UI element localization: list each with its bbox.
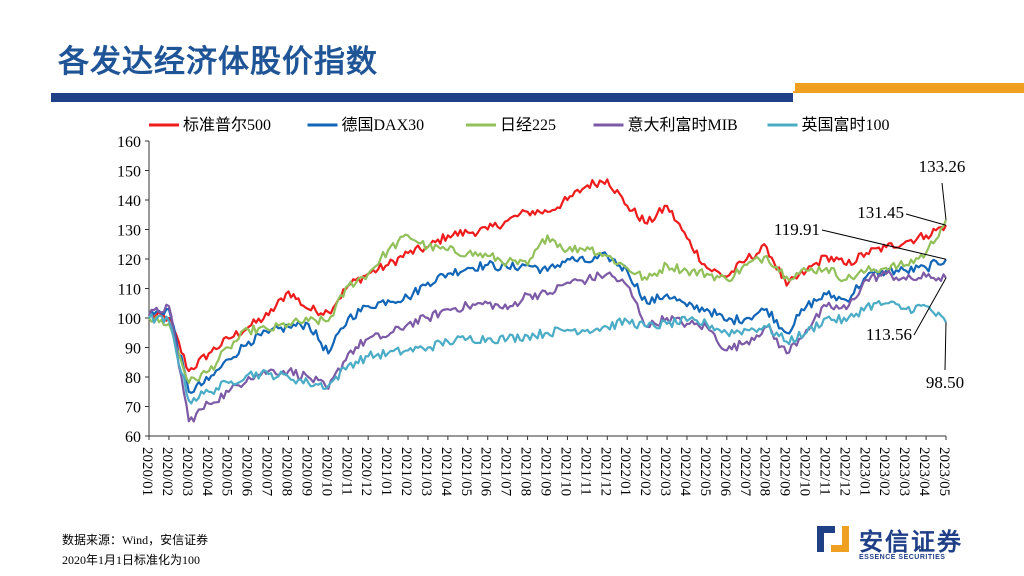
series-line-1 — [148, 251, 947, 394]
y-tick-label: 140 — [117, 193, 141, 210]
x-tick-label: 2022/10 — [797, 447, 813, 496]
legend-label: 意大利富时MIB — [628, 115, 738, 134]
logo-text-en: ESSENCE SECURITIES — [859, 554, 946, 561]
company-logo: 安信证券 ESSENCE SECURITIES — [815, 522, 995, 566]
end-label-leader — [905, 213, 947, 226]
end-value-label: 131.45 — [857, 203, 904, 222]
end-value-label: 119.91 — [774, 220, 820, 239]
logo-text-cn: 安信证券 — [859, 528, 963, 556]
x-tick-label: 2022/12 — [836, 447, 852, 496]
base-note: 2020年1月1日标准化为100 — [62, 553, 201, 567]
x-tick-label: 2021/03 — [418, 447, 434, 496]
end-label-leader — [913, 277, 947, 336]
x-tick-label: 2023/02 — [876, 447, 892, 496]
y-tick-label: 120 — [117, 252, 141, 269]
y-tick-label: 100 — [117, 311, 141, 328]
legend-label: 标准普尔500 — [183, 116, 271, 134]
x-tick-label: 2020/03 — [179, 447, 195, 496]
y-tick-label: 130 — [117, 223, 141, 240]
y-tick-label: 60 — [125, 429, 141, 446]
series-line-0 — [148, 178, 947, 373]
x-tick-label: 2023/01 — [856, 447, 872, 496]
y-tick-label: 160 — [117, 134, 141, 151]
x-tick-label: 2022/05 — [697, 447, 713, 496]
logo-mark-icon — [817, 526, 849, 552]
legend-label: 德国DAX30 — [342, 116, 425, 134]
x-tick-label: 2022/04 — [677, 447, 693, 497]
x-tick-label: 2022/06 — [717, 447, 733, 497]
end-value-label: 133.26 — [919, 157, 966, 176]
x-tick-label: 2020/11 — [338, 447, 354, 496]
legend-label: 英国富时100 — [802, 116, 890, 134]
x-tick-label: 2022/07 — [737, 447, 753, 497]
x-tick-label: 2021/10 — [557, 447, 573, 496]
x-tick-label: 2021/07 — [498, 447, 514, 497]
series-line-4 — [148, 299, 947, 405]
y-tick-label: 70 — [125, 400, 141, 417]
x-tick-label: 2023/04 — [916, 447, 932, 497]
title-underline-orange — [795, 83, 1024, 91]
series-line-2 — [148, 219, 948, 384]
x-tick-label: 2021/11 — [577, 447, 593, 496]
end-label-leader — [821, 229, 947, 260]
x-tick-label: 2020/04 — [199, 447, 215, 497]
x-tick-label: 2020/02 — [159, 447, 175, 496]
x-tick-label: 2021/04 — [438, 447, 454, 497]
x-tick-label: 2020/08 — [278, 447, 294, 496]
x-tick-label: 2021/09 — [538, 447, 554, 496]
x-tick-label: 2020/05 — [219, 447, 235, 496]
x-tick-label: 2021/12 — [597, 447, 613, 496]
end-value-label: 98.50 — [926, 373, 964, 392]
x-tick-label: 2020/06 — [239, 447, 255, 497]
source-note: 数据来源：Wind，安信证券 — [62, 533, 209, 547]
x-tick-label: 2022/08 — [757, 447, 773, 496]
x-tick-label: 2020/07 — [259, 447, 275, 497]
x-tick-label: 2021/01 — [378, 447, 394, 496]
x-tick-label: 2022/02 — [637, 447, 653, 496]
x-tick-label: 2022/01 — [617, 447, 633, 496]
x-tick-label: 2023/03 — [896, 447, 912, 496]
y-tick-label: 90 — [125, 341, 141, 358]
x-tick-label: 2022/09 — [777, 447, 793, 496]
page-title: 各发达经济体股价指数 — [58, 44, 378, 80]
x-tick-label: 2020/12 — [358, 447, 374, 496]
x-tick-label: 2021/08 — [518, 447, 534, 496]
x-tick-label: 2020/10 — [318, 447, 334, 496]
x-tick-label: 2021/06 — [478, 447, 494, 497]
y-tick-label: 150 — [117, 164, 141, 181]
x-tick-label: 2021/05 — [458, 447, 474, 496]
y-tick-label: 110 — [118, 282, 141, 299]
title-underline-blue — [51, 93, 793, 102]
end-value-label: 113.56 — [866, 325, 912, 344]
legend-label: 日经225 — [500, 116, 556, 134]
x-tick-label: 2020/01 — [139, 447, 155, 496]
x-tick-label: 2020/09 — [298, 447, 314, 496]
x-tick-label: 2021/02 — [398, 447, 414, 496]
end-label-leader — [941, 182, 947, 220]
x-tick-label: 2022/03 — [657, 447, 673, 496]
title-underline-orange-thin — [793, 91, 1024, 93]
x-tick-label: 2022/11 — [816, 447, 832, 496]
x-tick-label: 2023/05 — [936, 447, 952, 496]
y-tick-label: 80 — [125, 370, 141, 387]
end-label-leader — [944, 322, 947, 371]
